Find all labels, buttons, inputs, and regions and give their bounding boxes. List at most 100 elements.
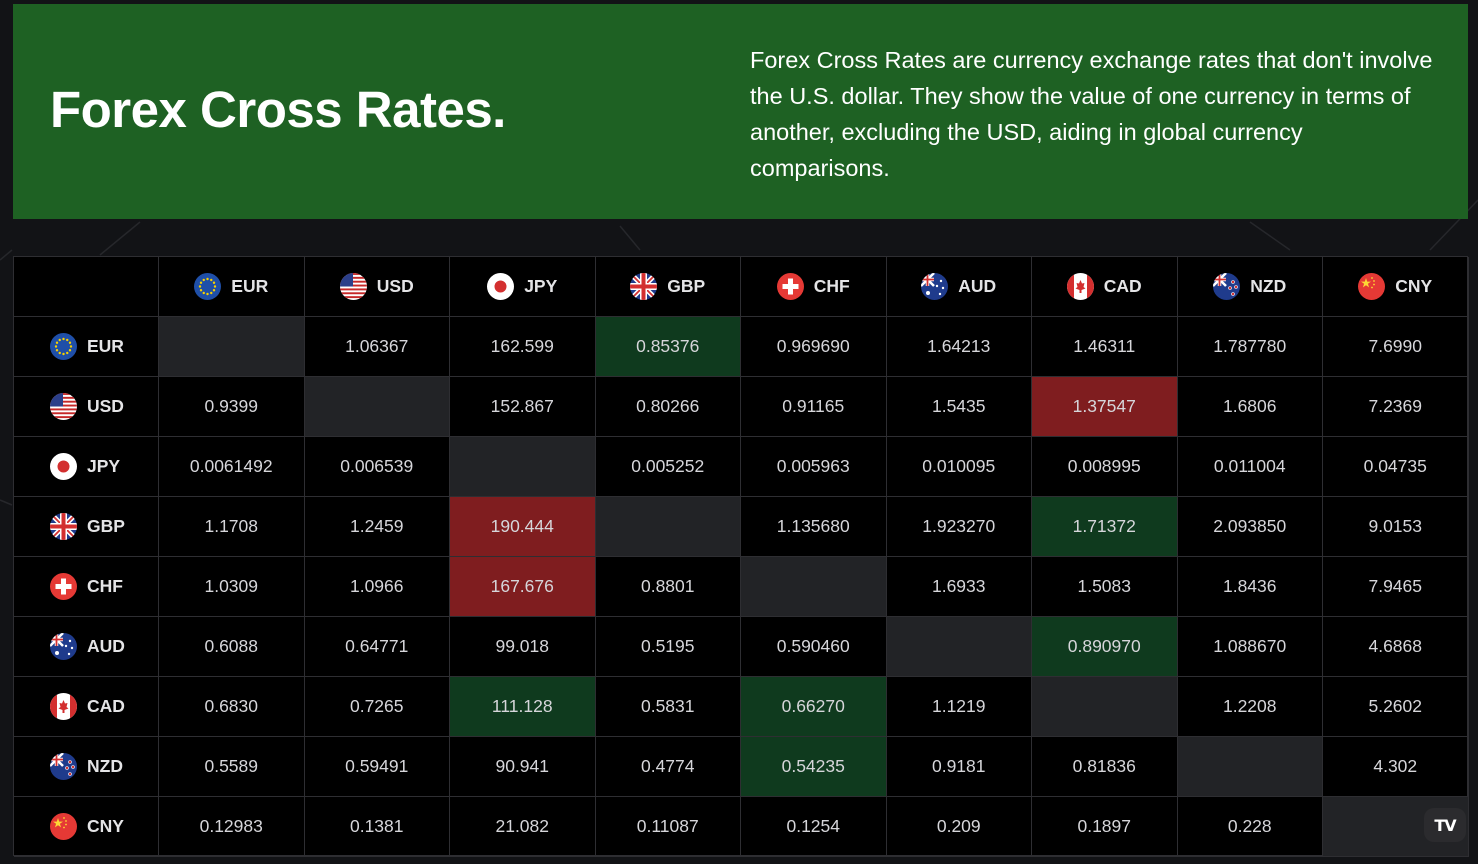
rate-cell[interactable]: 0.890970 xyxy=(1032,617,1178,677)
row-header-cny[interactable]: CNY xyxy=(14,797,159,857)
rate-cell[interactable]: 162.599 xyxy=(450,317,596,377)
row-header-jpy[interactable]: JPY xyxy=(14,437,159,497)
rate-cell[interactable]: 1.5083 xyxy=(1032,557,1178,617)
row-header-eur[interactable]: EUR xyxy=(14,317,159,377)
rate-cell[interactable]: 21.082 xyxy=(450,797,596,857)
column-header-usd[interactable]: USD xyxy=(304,257,450,317)
rate-cell[interactable]: 4.6868 xyxy=(1323,617,1469,677)
column-header-nzd[interactable]: NZD xyxy=(1177,257,1323,317)
rate-cell[interactable]: 1.135680 xyxy=(741,497,887,557)
rate-cell[interactable]: 4.302 xyxy=(1323,737,1469,797)
row-header-nzd[interactable]: NZD xyxy=(14,737,159,797)
rate-cell[interactable]: 0.011004 xyxy=(1177,437,1323,497)
rate-cell[interactable]: 0.8801 xyxy=(595,557,741,617)
rate-cell[interactable]: 0.1897 xyxy=(1032,797,1178,857)
column-header-cny[interactable]: CNY xyxy=(1323,257,1469,317)
rate-cell[interactable]: 0.005252 xyxy=(595,437,741,497)
rate-cell[interactable]: 0.12983 xyxy=(159,797,305,857)
new-zealand-flag-icon xyxy=(1213,273,1241,300)
rate-cell[interactable]: 0.590460 xyxy=(741,617,887,677)
china-flag-icon xyxy=(1358,273,1386,300)
rate-cell[interactable]: 0.9181 xyxy=(886,737,1032,797)
rate-cell[interactable]: 1.5435 xyxy=(886,377,1032,437)
row-header-aud[interactable]: AUD xyxy=(14,617,159,677)
rate-cell[interactable]: 0.66270 xyxy=(741,677,887,737)
header-banner: Forex Cross Rates. Forex Cross Rates are… xyxy=(13,4,1468,219)
rate-cell[interactable]: 0.1381 xyxy=(304,797,450,857)
rate-cell[interactable]: 167.676 xyxy=(450,557,596,617)
rate-cell[interactable]: 1.2208 xyxy=(1177,677,1323,737)
rate-cell[interactable]: 90.941 xyxy=(450,737,596,797)
rate-cell[interactable]: 0.64771 xyxy=(304,617,450,677)
rate-cell[interactable]: 0.1254 xyxy=(741,797,887,857)
rate-cell[interactable]: 1.46311 xyxy=(1032,317,1178,377)
rate-cell[interactable]: 152.867 xyxy=(450,377,596,437)
diagonal-cell xyxy=(886,617,1032,677)
rate-cell[interactable]: 0.209 xyxy=(886,797,1032,857)
rate-cell[interactable]: 9.0153 xyxy=(1323,497,1469,557)
rate-cell[interactable]: 0.008995 xyxy=(1032,437,1178,497)
rate-cell[interactable]: 1.06367 xyxy=(304,317,450,377)
rate-cell[interactable]: 0.04735 xyxy=(1323,437,1469,497)
rate-cell[interactable]: 7.9465 xyxy=(1323,557,1469,617)
rate-cell[interactable]: 1.2459 xyxy=(304,497,450,557)
rate-cell[interactable]: 0.81836 xyxy=(1032,737,1178,797)
diagonal-cell xyxy=(1177,737,1323,797)
row-header-cad[interactable]: CAD xyxy=(14,677,159,737)
rate-cell[interactable]: 0.80266 xyxy=(595,377,741,437)
rate-cell[interactable]: 0.59491 xyxy=(304,737,450,797)
rate-cell[interactable]: 0.0061492 xyxy=(159,437,305,497)
rate-cell[interactable]: 0.4774 xyxy=(595,737,741,797)
rate-cell[interactable]: 0.11087 xyxy=(595,797,741,857)
rate-cell[interactable]: 0.010095 xyxy=(886,437,1032,497)
rate-cell[interactable]: 0.9399 xyxy=(159,377,305,437)
rate-cell[interactable]: 99.018 xyxy=(450,617,596,677)
column-header-cad[interactable]: CAD xyxy=(1032,257,1178,317)
rate-cell[interactable]: 1.6933 xyxy=(886,557,1032,617)
rate-cell[interactable]: 7.2369 xyxy=(1323,377,1469,437)
rate-cell[interactable]: 2.093850 xyxy=(1177,497,1323,557)
rate-cell[interactable]: 0.7265 xyxy=(304,677,450,737)
australia-flag-icon xyxy=(50,633,77,660)
rate-cell[interactable]: 1.6806 xyxy=(1177,377,1323,437)
column-header-aud[interactable]: AUD xyxy=(886,257,1032,317)
rate-cell[interactable]: 0.005963 xyxy=(741,437,887,497)
rate-cell[interactable]: 1.37547 xyxy=(1032,377,1178,437)
rate-cell[interactable]: 0.5831 xyxy=(595,677,741,737)
rate-cell[interactable]: 0.5195 xyxy=(595,617,741,677)
row-header-usd[interactable]: USD xyxy=(14,377,159,437)
row-header-chf[interactable]: CHF xyxy=(14,557,159,617)
rate-cell[interactable]: 190.444 xyxy=(450,497,596,557)
diagonal-cell xyxy=(450,437,596,497)
rate-cell[interactable]: 1.71372 xyxy=(1032,497,1178,557)
rate-cell[interactable]: 0.006539 xyxy=(304,437,450,497)
rate-cell[interactable]: 1.1219 xyxy=(886,677,1032,737)
rate-cell[interactable]: 1.088670 xyxy=(1177,617,1323,677)
rate-cell[interactable]: 1.0309 xyxy=(159,557,305,617)
rate-cell[interactable]: 0.6088 xyxy=(159,617,305,677)
rate-cell[interactable]: 1.0966 xyxy=(304,557,450,617)
column-header-jpy[interactable]: JPY xyxy=(450,257,596,317)
row-header-label: NZD xyxy=(87,756,123,776)
rate-cell[interactable]: 1.8436 xyxy=(1177,557,1323,617)
rate-cell[interactable]: 5.2602 xyxy=(1323,677,1469,737)
rate-cell[interactable]: 7.6990 xyxy=(1323,317,1469,377)
rate-cell[interactable]: 0.85376 xyxy=(595,317,741,377)
rate-cell[interactable]: 0.5589 xyxy=(159,737,305,797)
rate-cell[interactable]: 111.128 xyxy=(450,677,596,737)
column-header-eur[interactable]: EUR xyxy=(159,257,305,317)
row-header-gbp[interactable]: GBP xyxy=(14,497,159,557)
rate-cell[interactable]: 1.64213 xyxy=(886,317,1032,377)
rate-cell[interactable]: 0.228 xyxy=(1177,797,1323,857)
rate-cell[interactable]: 1.787780 xyxy=(1177,317,1323,377)
column-header-chf[interactable]: CHF xyxy=(741,257,887,317)
rate-cell[interactable]: 0.6830 xyxy=(159,677,305,737)
rate-cell[interactable]: 0.969690 xyxy=(741,317,887,377)
row-header-label: JPY xyxy=(87,456,121,476)
tradingview-logo-icon[interactable]: TV xyxy=(1424,808,1466,842)
rate-cell[interactable]: 1.923270 xyxy=(886,497,1032,557)
rate-cell[interactable]: 1.1708 xyxy=(159,497,305,557)
column-header-gbp[interactable]: GBP xyxy=(595,257,741,317)
rate-cell[interactable]: 0.91165 xyxy=(741,377,887,437)
rate-cell[interactable]: 0.54235 xyxy=(741,737,887,797)
